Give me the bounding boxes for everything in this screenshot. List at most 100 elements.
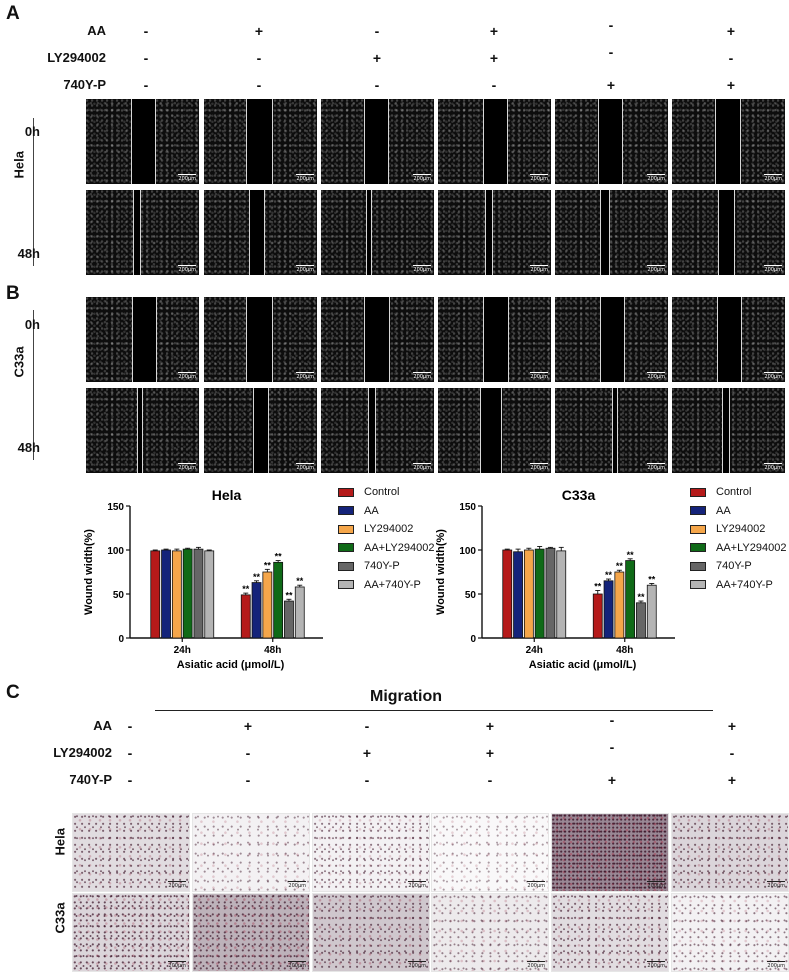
significance-mark: ** xyxy=(264,560,272,570)
scale-bar: 200μm xyxy=(530,374,548,380)
hela-bracket-line xyxy=(33,118,34,266)
migration-title-rule xyxy=(155,710,713,711)
legend-label: AA xyxy=(716,504,731,517)
bar xyxy=(193,548,204,639)
scale-bar: 200μm xyxy=(647,267,665,273)
panel-label-c: C xyxy=(6,682,20,703)
bar xyxy=(240,594,251,639)
hela-48h-label: 48h xyxy=(17,246,40,261)
x-axis-label: Asiatic acid (μmol/L) xyxy=(529,659,637,671)
condition-sign: + xyxy=(362,745,372,761)
wound-image-tile: 200μm xyxy=(672,190,785,275)
scale-bar: 200μm xyxy=(764,374,782,380)
condition-sign: - xyxy=(143,23,149,39)
scale-bar: 200μm xyxy=(296,176,314,182)
condition-sign: + xyxy=(372,50,382,66)
bar xyxy=(636,602,646,639)
condition-sign: - xyxy=(245,745,251,761)
migration-image-tile: 200μm xyxy=(192,893,310,972)
x-tick-label: 24h xyxy=(174,645,191,656)
scratch-gap xyxy=(485,190,494,275)
significance-mark: ** xyxy=(627,550,635,560)
scratch-gap xyxy=(483,297,509,382)
scratch-gap xyxy=(136,388,144,473)
scale-bar: 200μm xyxy=(530,465,548,471)
legend-item: AA xyxy=(690,505,731,517)
legend-swatch xyxy=(690,561,706,571)
bar xyxy=(523,549,534,639)
legend-swatch xyxy=(338,580,354,589)
bar xyxy=(150,550,161,639)
condition-sign: - xyxy=(491,77,497,93)
condition-sign: + xyxy=(489,23,499,39)
legend-label: LY294002 xyxy=(364,523,414,535)
condition-sign: - xyxy=(728,50,734,66)
scratch-gap xyxy=(714,99,741,184)
legend-swatch xyxy=(338,524,354,534)
migration-row-label-hela: Hela xyxy=(52,828,68,856)
condition-sign: - xyxy=(374,77,380,93)
scratch-gap xyxy=(363,297,390,382)
scale-bar: 200μm xyxy=(178,465,196,471)
legend-swatch xyxy=(690,524,706,534)
scale-bar: 200μm xyxy=(647,176,665,182)
condition-label-ly294002: LY294002 xyxy=(47,50,106,65)
scratch-gap xyxy=(249,190,265,275)
condition-sign: - xyxy=(143,77,149,93)
scale-bar: 200μm xyxy=(168,963,186,969)
bar xyxy=(513,551,523,639)
migration-image-tile: 200μm xyxy=(312,893,430,972)
scratch-gap xyxy=(600,297,625,382)
condition-sign: + xyxy=(606,77,616,93)
legend-label: AA+LY294002 xyxy=(716,541,787,554)
y-axis-label: Wound width(%) xyxy=(83,529,95,615)
y-tick-label: 100 xyxy=(107,546,124,557)
bar xyxy=(556,550,567,639)
scratch-gap xyxy=(363,99,389,184)
legend-label: AA+LY294002 xyxy=(364,541,435,554)
scale-bar: 200μm xyxy=(288,963,306,969)
significance-mark: ** xyxy=(275,552,283,562)
y-tick-label: 50 xyxy=(465,590,477,601)
wound-image-tile: 200μm xyxy=(672,297,785,382)
scratch-gap xyxy=(366,190,372,275)
legend-label: AA xyxy=(364,504,379,517)
scratch-gap xyxy=(597,99,623,184)
legend-label: Control xyxy=(716,486,752,498)
y-tick-label: 100 xyxy=(459,546,476,557)
wound-image-tile: 200μm xyxy=(555,190,668,275)
scale-bar: 200μm xyxy=(413,465,431,471)
scale-bar: 200μm xyxy=(413,267,431,273)
scratch-gap xyxy=(718,190,736,275)
condition-sign: + xyxy=(485,718,495,734)
x-axis-label: Asiatic acid (μmol/L) xyxy=(177,659,285,671)
c33a-chart-legend: Control AA LY294002 AA+LY294002 740Y-P AA+740… xyxy=(690,486,789,606)
bar xyxy=(171,550,182,639)
condition-label-aa: AA xyxy=(87,23,106,38)
scale-bar: 200μm xyxy=(178,176,196,182)
scratch-gap xyxy=(479,388,503,473)
condition-sign: - xyxy=(256,50,262,66)
wound-image-tile: 200μm xyxy=(555,388,668,473)
scale-bar: 200μm xyxy=(178,374,196,380)
condition-sign: - xyxy=(608,17,614,33)
migration-image-tile: 200μm xyxy=(671,893,789,972)
condition-label-ly294002: LY294002 xyxy=(53,745,112,760)
legend-item: AA+LY294002 xyxy=(690,542,786,554)
migration-row-label-c33a: C33a xyxy=(52,902,68,934)
condition-sign: - xyxy=(609,739,615,755)
significance-mark: ** xyxy=(296,576,304,586)
scale-bar: 200μm xyxy=(408,883,426,889)
legend-swatch xyxy=(690,487,706,497)
scratch-gap xyxy=(245,297,273,382)
wound-image-tile: 200μm xyxy=(86,190,199,275)
scale-bar: 200μm xyxy=(288,883,306,889)
condition-label-aa: AA xyxy=(93,718,112,733)
migration-image-tile: 200μm xyxy=(192,813,310,892)
scale-bar: 200μm xyxy=(296,465,314,471)
scratch-gap xyxy=(132,297,157,382)
x-tick-label: 48h xyxy=(616,645,633,656)
condition-sign: - xyxy=(143,50,149,66)
scale-bar: 200μm xyxy=(527,963,545,969)
wound-image-tile: 200μm xyxy=(672,99,785,184)
